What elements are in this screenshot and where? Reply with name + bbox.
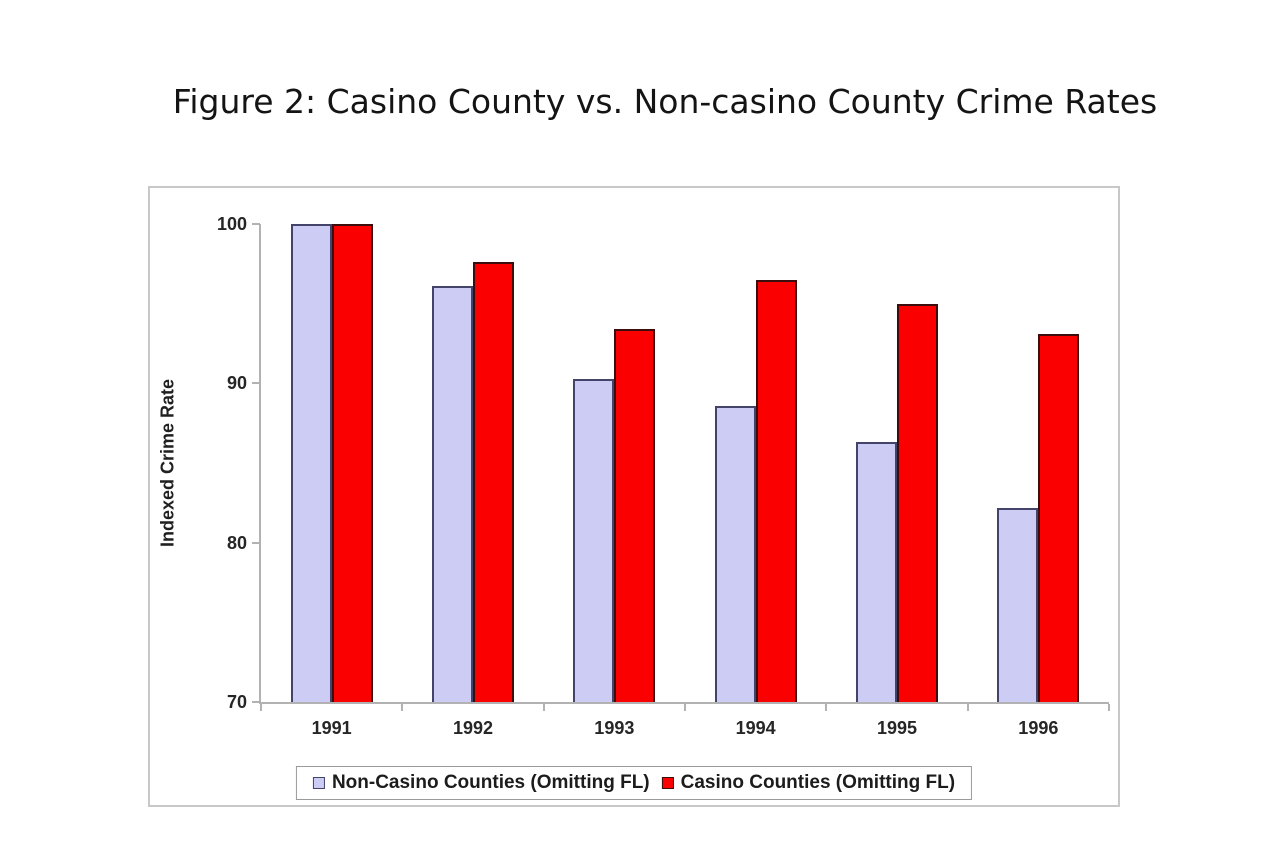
x-tick-label: 1994 xyxy=(735,718,776,738)
legend-item-non-casino: Non-Casino Counties (Omitting FL) xyxy=(312,772,650,794)
y-axis-title: Indexed Crime Rate xyxy=(157,378,178,548)
bar-casino-1991 xyxy=(331,224,373,702)
bar-non-casino-1994 xyxy=(714,405,756,702)
bar-non-casino-1996 xyxy=(997,507,1039,702)
y-axis-tick xyxy=(252,701,260,703)
bar-casino-1996 xyxy=(1038,333,1080,702)
x-tick-label: 1992 xyxy=(452,718,494,738)
x-axis-tick xyxy=(825,704,828,711)
bar-casino-1993 xyxy=(614,329,656,702)
y-tick-label: 90 xyxy=(226,373,247,394)
bar-casino-1995 xyxy=(897,303,938,702)
x-axis-tick xyxy=(966,704,969,711)
bar-casino-1994 xyxy=(755,279,797,702)
y-axis-tick xyxy=(252,382,260,385)
plot-area: 100 90 80 70 1991 1992 1993 1994 1995 1996 xyxy=(217,214,1110,738)
y-tick-label: 80 xyxy=(226,532,247,553)
x-axis-tick xyxy=(684,704,686,711)
x-tick-label: 1995 xyxy=(876,718,918,738)
y-axis-tick xyxy=(252,223,260,225)
bar-non-casino-1993 xyxy=(573,378,615,702)
legend: Non-Casino Counties (Omitting FL) Casino … xyxy=(295,766,973,800)
legend-marker-non-casino xyxy=(312,777,325,789)
x-axis-tick xyxy=(401,704,404,711)
legend-marker-casino xyxy=(661,777,674,789)
bar-non-casino-1991 xyxy=(290,224,332,702)
x-tick-label: 1993 xyxy=(594,718,635,738)
x-axis-tick xyxy=(260,704,262,711)
legend-item-casino: Casino Counties (Omitting FL) xyxy=(661,772,956,794)
bar-non-casino-1995 xyxy=(856,442,897,702)
figure-title: Figure 2: Casino County vs. Non-casino C… xyxy=(172,82,1158,121)
y-tick-label: 70 xyxy=(226,692,247,712)
x-axis-tick xyxy=(542,704,545,711)
x-tick-label: 1991 xyxy=(311,718,352,738)
legend-label: Casino Counties (Omitting FL) xyxy=(680,772,956,793)
legend-label: Non-Casino Counties (Omitting FL) xyxy=(331,772,650,793)
chart-box: Indexed Crime Rate 100 90 80 70 1991 1992 1993… xyxy=(148,186,1120,807)
bar-non-casino-1992 xyxy=(432,286,473,702)
y-axis-tick xyxy=(252,541,260,544)
x-axis-tick xyxy=(1108,704,1110,711)
y-tick-label: 100 xyxy=(216,214,247,234)
x-tick-label: 1996 xyxy=(1018,718,1059,738)
bar-casino-1992 xyxy=(473,262,514,702)
